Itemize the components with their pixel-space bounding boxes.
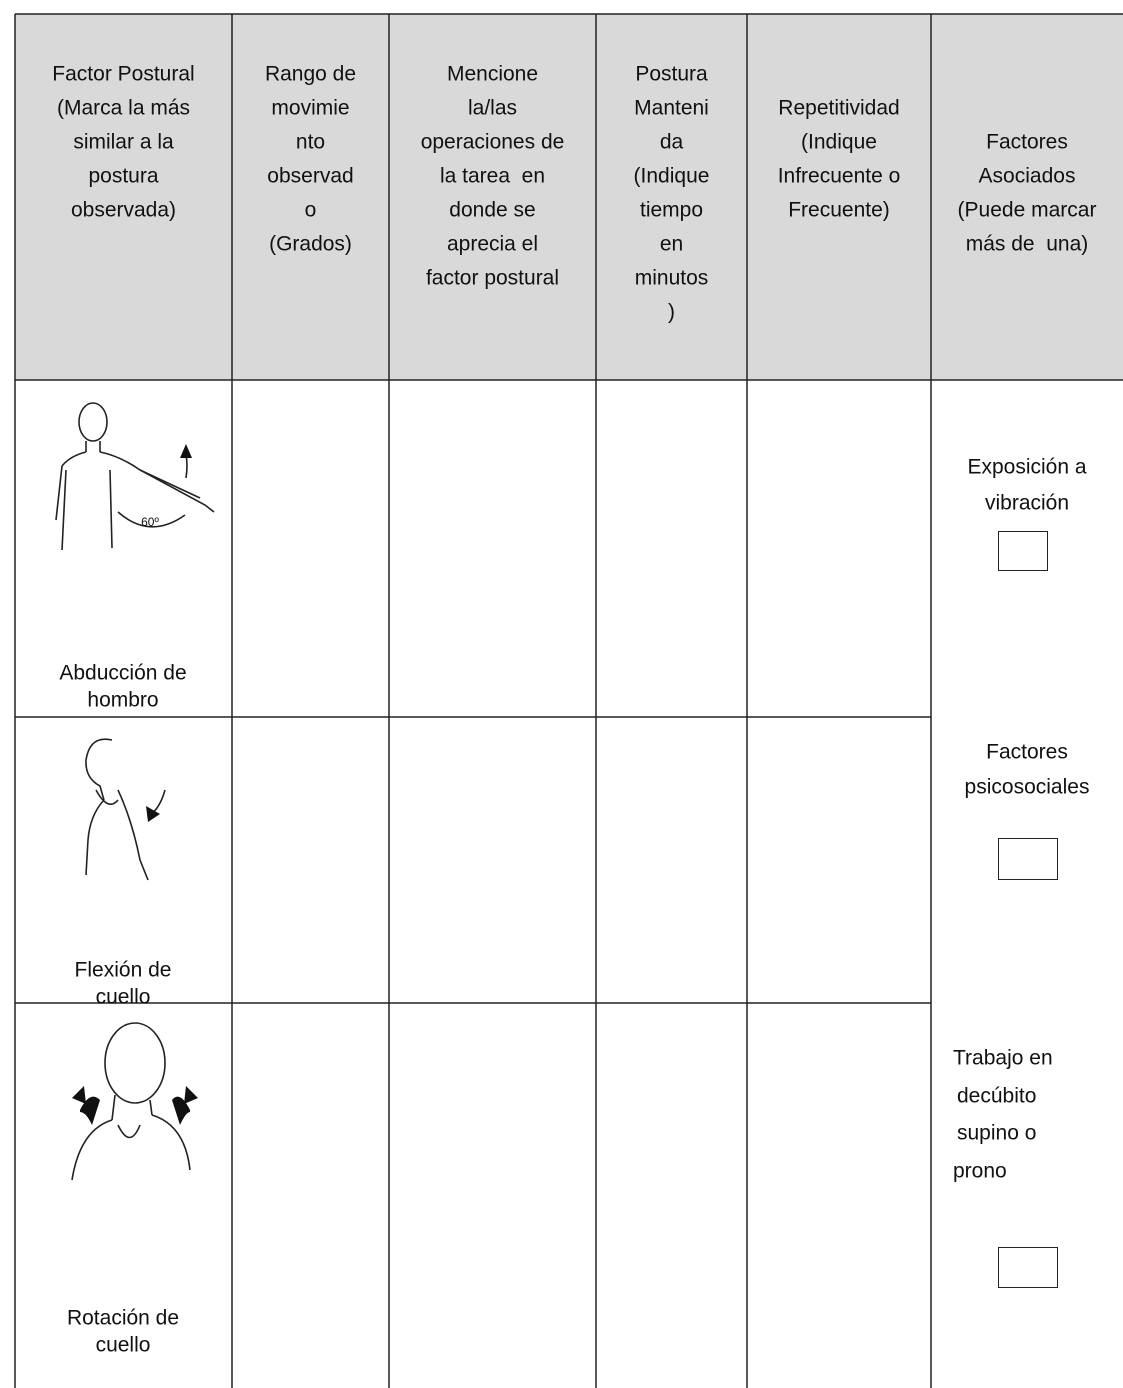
header-cell-text: factor postural bbox=[425, 266, 560, 290]
header-cell-text: da bbox=[659, 130, 684, 154]
header-cell-text: (Indique bbox=[801, 130, 877, 154]
header-cell-text: nto bbox=[295, 130, 326, 154]
neck-rotation-figure bbox=[71, 1022, 198, 1181]
checkbox[interactable] bbox=[998, 531, 1048, 571]
header-cell-text: minutos bbox=[634, 266, 709, 290]
checkbox[interactable] bbox=[998, 1247, 1058, 1288]
header-cell-text: la tarea en bbox=[439, 164, 546, 188]
header-cell-text: observad bbox=[267, 164, 354, 188]
header-cell-text: Asociados bbox=[978, 164, 1076, 188]
figure-angle-label: 60º bbox=[141, 515, 159, 529]
neck-flexion-figure bbox=[85, 738, 166, 881]
grid-lines bbox=[14, 13, 1123, 1388]
header-cell-text: Factores bbox=[986, 130, 1068, 154]
header-cell-text: Manteni bbox=[634, 96, 709, 120]
header-cell-text: Repetitividad bbox=[778, 96, 900, 120]
posture-label: cuello bbox=[95, 985, 151, 1009]
header-cell-text: operaciones de bbox=[420, 130, 565, 154]
header-cell-text: Postura bbox=[635, 62, 708, 86]
header-cell-text: tiempo bbox=[639, 198, 704, 222]
associated-factor-label: psicosociales bbox=[964, 775, 1090, 799]
header-cell-text: en bbox=[659, 232, 684, 256]
associated-factor-label: Factores bbox=[986, 740, 1068, 764]
checkbox[interactable] bbox=[998, 838, 1058, 880]
header-cell-text: Rango de bbox=[264, 62, 357, 86]
header-cell-text: donde se bbox=[449, 198, 536, 222]
header-cell-text: postura bbox=[88, 164, 159, 188]
shoulder-abduction-figure bbox=[55, 402, 215, 551]
header-cell-text: observada) bbox=[70, 198, 177, 222]
header-cell-text: (Marca la más bbox=[56, 96, 191, 120]
posture-label: cuello bbox=[95, 1333, 151, 1357]
posture-label: hombro bbox=[87, 688, 159, 712]
header-cell-text: (Grados) bbox=[269, 232, 352, 256]
posture-label: Rotación de bbox=[66, 1306, 180, 1330]
header-cell-text: similar a la bbox=[73, 130, 174, 154]
header-cell-text: ) bbox=[668, 300, 675, 324]
posture-label: Flexión de bbox=[74, 958, 172, 982]
associated-factor-label: vibración bbox=[984, 491, 1070, 515]
header-cell-text: aprecia el bbox=[446, 232, 539, 256]
associated-factor-label: supino o bbox=[957, 1121, 1037, 1145]
header-cell-text: movimie bbox=[271, 96, 350, 120]
associated-factor-label: decúbito bbox=[957, 1084, 1037, 1107]
header-background bbox=[15, 14, 1123, 380]
header-cell-text: la/las bbox=[467, 96, 518, 120]
header-cell-text: o bbox=[304, 198, 317, 222]
associated-factor-label: prono bbox=[953, 1159, 1007, 1182]
associated-factor-label: Trabajo en bbox=[953, 1046, 1053, 1070]
header-cell-text: (Puede marcar bbox=[957, 198, 1097, 222]
header-cell-text: más de una) bbox=[965, 232, 1089, 256]
header-cell-text: Infrecuente o bbox=[777, 164, 901, 188]
header-cell-text: Frecuente) bbox=[788, 198, 890, 222]
header-cell-text: (Indique bbox=[633, 164, 710, 188]
associated-factor-label: Exposición a bbox=[967, 455, 1087, 479]
header-cell-text: Factor Postural bbox=[52, 62, 195, 86]
posture-label: Abducción de bbox=[59, 661, 187, 685]
header-cell-text: Mencione bbox=[446, 62, 539, 86]
